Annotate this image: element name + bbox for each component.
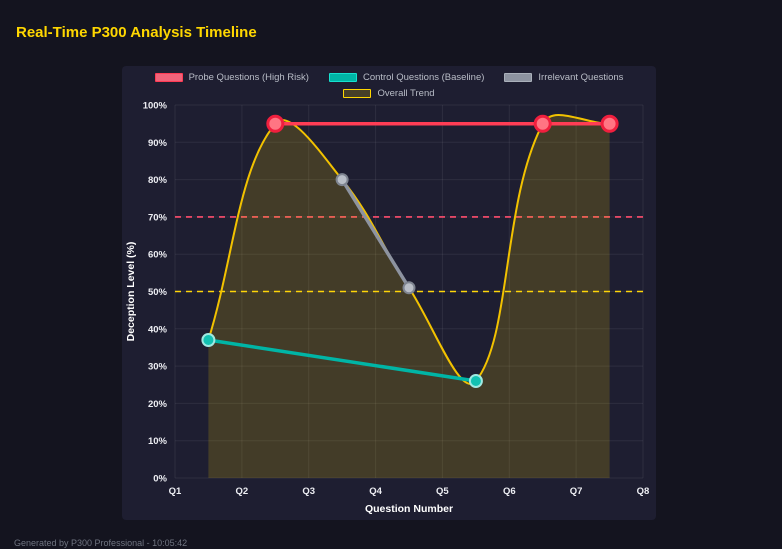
data-point-irrelevant-questions[interactable] [335,173,349,187]
svg-text:Q1: Q1 [169,486,182,497]
p300-timeline-chart[interactable]: Q1 Q2 Q3 Q4 Q5 Q6 Q7 Q8 0% 10% 20% 30% 40% 50% 60% 70% 8… [122,66,656,520]
svg-text:60%: 60% [148,250,168,261]
x-tick-labels: Q1 Q2 Q3 Q4 Q5 Q6 Q7 Q8 [169,486,650,497]
chart-legend-row-1: Probe Questions (High Risk) Control Quest… [122,72,656,83]
legend-label: Overall Trend [377,88,435,99]
trend-area-fill [208,114,610,478]
svg-text:50%: 50% [148,287,168,298]
svg-text:Q6: Q6 [503,486,516,497]
svg-text:Q3: Q3 [302,486,315,497]
svg-text:30%: 30% [148,362,168,373]
svg-text:70%: 70% [148,212,168,223]
legend-swatch [343,89,372,98]
svg-text:Q7: Q7 [570,486,583,497]
svg-text:Q8: Q8 [637,486,650,497]
data-point-irrelevant-questions[interactable] [402,281,416,295]
legend-swatch [328,73,357,82]
legend-item-probe-questions-high-risk[interactable]: Probe Questions (High Risk) [154,72,309,83]
legend-label: Probe Questions (High Risk) [188,72,309,83]
legend-label: Control Questions (Baseline) [362,72,485,83]
page-title: Real-Time P300 Analysis Timeline [16,24,257,41]
svg-text:100%: 100% [143,101,168,112]
chart-panel: Q1 Q2 Q3 Q4 Q5 Q6 Q7 Q8 0% 10% 20% 30% 40% 50% 60% 70% 8… [122,66,656,520]
legend-item-control-questions-baseline[interactable]: Control Questions (Baseline) [328,72,485,83]
y-tick-labels: 0% 10% 20% 30% 40% 50% 60% 70% 80% 90% 100% [143,101,168,485]
legend-swatch [154,73,183,82]
svg-text:Q2: Q2 [236,486,249,497]
data-point-probe-questions-high-risk[interactable] [266,114,285,133]
legend-label: Irrelevant Questions [538,72,624,83]
series-overall-trend [207,114,611,478]
legend-swatch [504,73,533,82]
footer-note: Generated by P300 Professional - 10:05:4… [14,538,188,548]
svg-text:90%: 90% [148,138,168,149]
svg-text:20%: 20% [148,399,168,410]
legend-item-irrelevant-questions[interactable]: Irrelevant Questions [504,72,623,83]
svg-text:40%: 40% [148,324,168,335]
svg-text:0%: 0% [153,474,167,485]
data-point-control-questions-baseline[interactable] [468,374,483,388]
svg-text:80%: 80% [148,175,168,186]
series-control-questions-baseline [206,338,478,383]
data-point-control-questions-baseline[interactable] [201,333,216,347]
data-point-probe-questions-high-risk[interactable] [533,114,552,133]
legend-item-overall-trend[interactable]: Overall Trend [343,88,435,99]
svg-text:Q4: Q4 [369,486,382,497]
svg-text:Q5: Q5 [436,486,449,497]
y-axis-title: Deception Level (%) [125,242,137,342]
svg-text:10%: 10% [148,436,168,447]
series-irrelevant-questions [340,177,411,290]
chart-legend-row-2: Overall Trend [122,88,656,99]
data-point-probe-questions-high-risk[interactable] [600,114,619,133]
x-axis-title: Question Number [365,503,453,515]
